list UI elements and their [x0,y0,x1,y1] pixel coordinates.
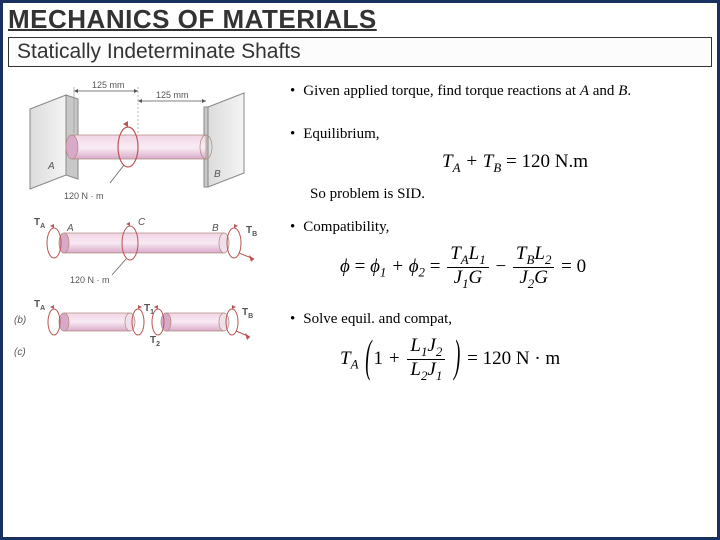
svg-text:B: B [214,169,221,180]
figure-column: 125 mm 125 mm A B 120 N · m [10,77,270,435]
svg-text:125 mm: 125 mm [156,90,189,100]
svg-text:A: A [47,161,55,172]
svg-text:TA: TA [34,217,45,230]
svg-text:T1: T1 [144,303,154,316]
svg-text:B: B [212,223,219,234]
page-subtitle: Statically Indeterminate Shafts [17,40,703,64]
figure-bc: TA TB A C B 120 N · m TA T1 [10,215,270,435]
equation-solve: TA (1 + L1J2 L2J1 ) = 120 N · m [340,336,700,383]
svg-text:TB: TB [246,225,257,238]
svg-text:C: C [138,217,146,228]
svg-text:(b): (b) [14,315,26,326]
svg-text:(c): (c) [14,347,26,358]
page-title: MECHANICS OF MATERIALS [8,4,712,35]
text-column: • Given applied torque, find torque reac… [290,77,700,435]
bullet-2: •Equilibrium, [290,126,700,143]
bullet-1: • Given applied torque, find torque reac… [290,83,700,100]
equation-equilibrium: TA + TB = 120 N.m [330,151,700,176]
svg-text:120 N · m: 120 N · m [70,275,110,285]
bullet-4: •Solve equil. and compat, [290,311,700,328]
svg-text:TA: TA [34,299,45,312]
svg-text:A: A [66,223,74,234]
svg-text:120 N · m: 120 N · m [64,191,104,201]
subtitle-box: Statically Indeterminate Shafts [8,37,712,67]
svg-text:T2: T2 [150,335,160,348]
svg-text:TB: TB [242,307,253,320]
svg-text:125 mm: 125 mm [92,80,125,90]
figure-a: 125 mm 125 mm A B 120 N · m [10,77,270,215]
bullet-3: •Compatibility, [290,219,700,236]
note-sid: So problem is SID. [310,186,700,203]
equation-compatibility: ϕ = ϕ1 + ϕ2 = TAL1 J1G − TBL2 J2G = 0 [340,244,700,291]
